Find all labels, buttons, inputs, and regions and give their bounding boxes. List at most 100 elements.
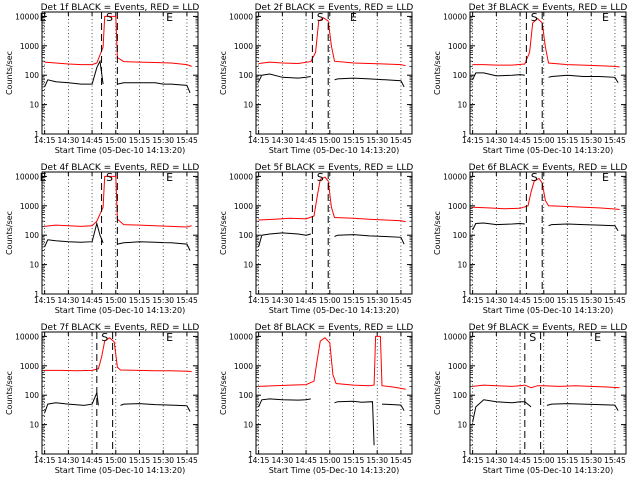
y-tick-label: 10 bbox=[29, 421, 39, 430]
panel-title: Det 1f BLACK = Events, RED = LLD bbox=[41, 3, 200, 13]
lld-series-line bbox=[472, 384, 620, 389]
x-tick-label: 14:45 bbox=[295, 456, 317, 465]
x-tick-label: 15:00 bbox=[319, 456, 341, 465]
y-tick-label: 10 bbox=[457, 261, 467, 270]
x-tick-label: 15:30 bbox=[366, 136, 388, 145]
y-axis-label: Counts/sec bbox=[433, 211, 442, 255]
y-tick-label: 10000 bbox=[443, 172, 467, 181]
plot-frame bbox=[41, 11, 199, 135]
y-tick-label: 1000 bbox=[234, 362, 253, 371]
x-tick-label: 15:15 bbox=[129, 136, 151, 145]
flag-marker-label: S bbox=[106, 171, 113, 184]
x-tick-label: 15:30 bbox=[152, 456, 174, 465]
x-axis-label: Start Time (05-Dec-10 14:13:20) bbox=[483, 466, 614, 475]
lld-series-line bbox=[472, 177, 620, 210]
y-tick-label: 1 bbox=[248, 290, 253, 299]
events-series-line bbox=[258, 73, 405, 88]
y-tick-label: 1 bbox=[462, 450, 467, 459]
lld-series-line bbox=[258, 17, 406, 67]
y-tick-label: 100 bbox=[453, 71, 468, 80]
y-tick-label: 10000 bbox=[443, 12, 467, 21]
y-tick-label: 1 bbox=[462, 290, 467, 299]
panel-title: Det 4f BLACK = Events, RED = LLD bbox=[41, 163, 200, 173]
x-tick-label: 15:45 bbox=[390, 456, 412, 465]
x-tick-label: 15:00 bbox=[319, 296, 341, 305]
panel-title: Det 5f BLACK = Events, RED = LLD bbox=[255, 163, 414, 173]
lld-series-line bbox=[472, 17, 620, 68]
x-tick-label: 15:30 bbox=[580, 296, 602, 305]
y-tick-label: 1000 bbox=[448, 42, 467, 51]
x-tick-label: 15:45 bbox=[176, 456, 198, 465]
flag-marker-label: S bbox=[317, 171, 324, 184]
events-series-line bbox=[258, 398, 405, 446]
x-tick-label: 15:30 bbox=[152, 136, 174, 145]
plot-frame bbox=[41, 331, 199, 455]
lld-series-line bbox=[44, 337, 192, 372]
flag-marker-label: S bbox=[531, 11, 538, 24]
y-axis-label: Counts/sec bbox=[219, 211, 228, 255]
panel-title: Det 7f BLACK = Events, RED = LLD bbox=[41, 323, 200, 333]
panel-title: Det 2f BLACK = Events, RED = LLD bbox=[255, 3, 414, 13]
lld-series-line bbox=[258, 176, 406, 223]
x-tick-label: 14:30 bbox=[58, 136, 80, 145]
x-tick-label: 14:15 bbox=[34, 456, 56, 465]
events-series-line bbox=[44, 221, 191, 251]
y-tick-label: 10000 bbox=[443, 332, 467, 341]
x-tick-label: 15:45 bbox=[390, 296, 412, 305]
plot-frame bbox=[469, 171, 627, 295]
x-tick-label: 14:15 bbox=[248, 296, 270, 305]
x-axis-label: Start Time (05-Dec-10 14:13:20) bbox=[55, 146, 186, 155]
panel-det-5: Det 5f BLACK = Events, RED = LLD 14:15 14:… bbox=[219, 163, 413, 315]
y-tick-label: 100 bbox=[25, 391, 40, 400]
y-axis-label: Counts/sec bbox=[5, 51, 14, 95]
y-tick-label: 1000 bbox=[20, 202, 39, 211]
panel-title: Det 9f BLACK = Events, RED = LLD bbox=[469, 323, 628, 333]
flag-marker-label: E bbox=[594, 331, 601, 344]
y-axis-label: Counts/sec bbox=[5, 211, 14, 255]
x-tick-label: 15:15 bbox=[343, 296, 365, 305]
y-tick-label: 10000 bbox=[229, 332, 253, 341]
x-tick-label: 15:30 bbox=[366, 456, 388, 465]
x-tick-label: 14:45 bbox=[81, 136, 103, 145]
y-tick-label: 1 bbox=[34, 450, 39, 459]
x-tick-label: 15:30 bbox=[580, 456, 602, 465]
flag-marker-label: E bbox=[602, 11, 609, 24]
x-tick-label: 14:45 bbox=[295, 296, 317, 305]
x-tick-label: 14:15 bbox=[248, 136, 270, 145]
y-tick-label: 1000 bbox=[448, 362, 467, 371]
y-tick-label: 100 bbox=[25, 71, 40, 80]
x-tick-label: 14:45 bbox=[81, 296, 103, 305]
flag-marker-label: S bbox=[101, 331, 108, 344]
x-tick-label: 14:30 bbox=[486, 456, 508, 465]
x-axis-label: Start Time (05-Dec-10 14:13:20) bbox=[55, 306, 186, 315]
events-series-line bbox=[258, 232, 405, 248]
x-tick-label: 15:45 bbox=[604, 296, 626, 305]
lld-series-line bbox=[44, 175, 192, 228]
plot-frame bbox=[255, 171, 413, 295]
lld-series-line bbox=[258, 335, 406, 390]
flag-marker-label: S bbox=[531, 171, 538, 184]
x-tick-label: 15:45 bbox=[604, 456, 626, 465]
panel-title: Det 3f BLACK = Events, RED = LLD bbox=[469, 3, 628, 13]
x-tick-label: 15:15 bbox=[129, 456, 151, 465]
plot-frame bbox=[255, 11, 413, 135]
plot-frame bbox=[41, 171, 199, 295]
y-axis-label: Counts/sec bbox=[433, 51, 442, 95]
flag-marker-label: E bbox=[40, 171, 47, 184]
x-tick-label: 15:15 bbox=[557, 296, 579, 305]
y-tick-label: 10000 bbox=[15, 172, 39, 181]
y-tick-label: 1000 bbox=[20, 42, 39, 51]
panel-det-2: Det 2f BLACK = Events, RED = LLD 14:15 14:… bbox=[219, 3, 413, 155]
flag-marker-label: S bbox=[106, 11, 113, 24]
y-axis-label: Counts/sec bbox=[219, 51, 228, 95]
flag-marker-label: E bbox=[350, 11, 357, 24]
y-axis-label: Counts/sec bbox=[5, 371, 14, 415]
flag-marker-label: E bbox=[602, 171, 609, 184]
y-tick-label: 100 bbox=[453, 231, 468, 240]
x-tick-label: 14:45 bbox=[295, 136, 317, 145]
y-tick-label: 100 bbox=[239, 231, 254, 240]
